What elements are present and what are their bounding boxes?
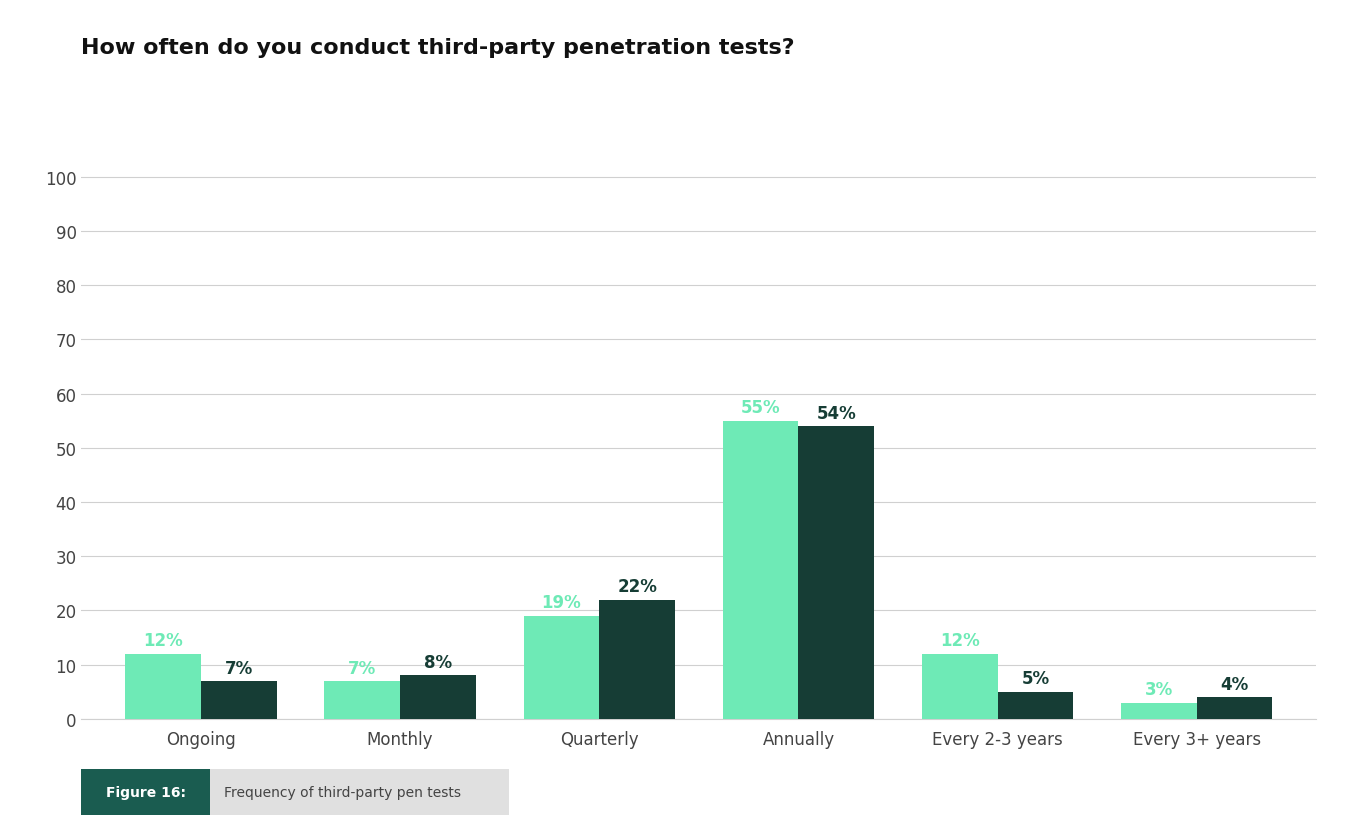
Text: 7%: 7% bbox=[225, 659, 252, 676]
Bar bbox=[1121, 703, 1197, 719]
Bar bbox=[125, 654, 201, 719]
Bar bbox=[201, 681, 277, 719]
Bar bbox=[921, 654, 997, 719]
Bar bbox=[723, 421, 798, 719]
Bar bbox=[324, 681, 400, 719]
Legend: 2022, 2023: 2022, 2023 bbox=[1202, 0, 1307, 1]
Bar bbox=[1197, 697, 1273, 719]
Text: How often do you conduct third-party penetration tests?: How often do you conduct third-party pen… bbox=[81, 38, 795, 58]
Text: 7%: 7% bbox=[349, 659, 376, 676]
Text: 55%: 55% bbox=[741, 399, 780, 417]
Bar bbox=[798, 426, 874, 719]
Text: 54%: 54% bbox=[817, 405, 856, 422]
Text: 8%: 8% bbox=[423, 654, 452, 671]
Text: 22%: 22% bbox=[617, 578, 657, 595]
Text: 4%: 4% bbox=[1220, 675, 1248, 693]
Text: 12%: 12% bbox=[144, 632, 183, 650]
Text: 3%: 3% bbox=[1145, 681, 1172, 698]
Text: Frequency of third-party pen tests: Frequency of third-party pen tests bbox=[224, 785, 461, 799]
Bar bbox=[400, 675, 476, 719]
Text: 12%: 12% bbox=[940, 632, 980, 650]
Text: 5%: 5% bbox=[1022, 670, 1049, 687]
Text: Figure 16:: Figure 16: bbox=[106, 785, 186, 799]
Bar bbox=[524, 616, 600, 719]
Bar bbox=[997, 692, 1073, 719]
Bar bbox=[600, 600, 674, 719]
Text: 19%: 19% bbox=[541, 594, 581, 612]
